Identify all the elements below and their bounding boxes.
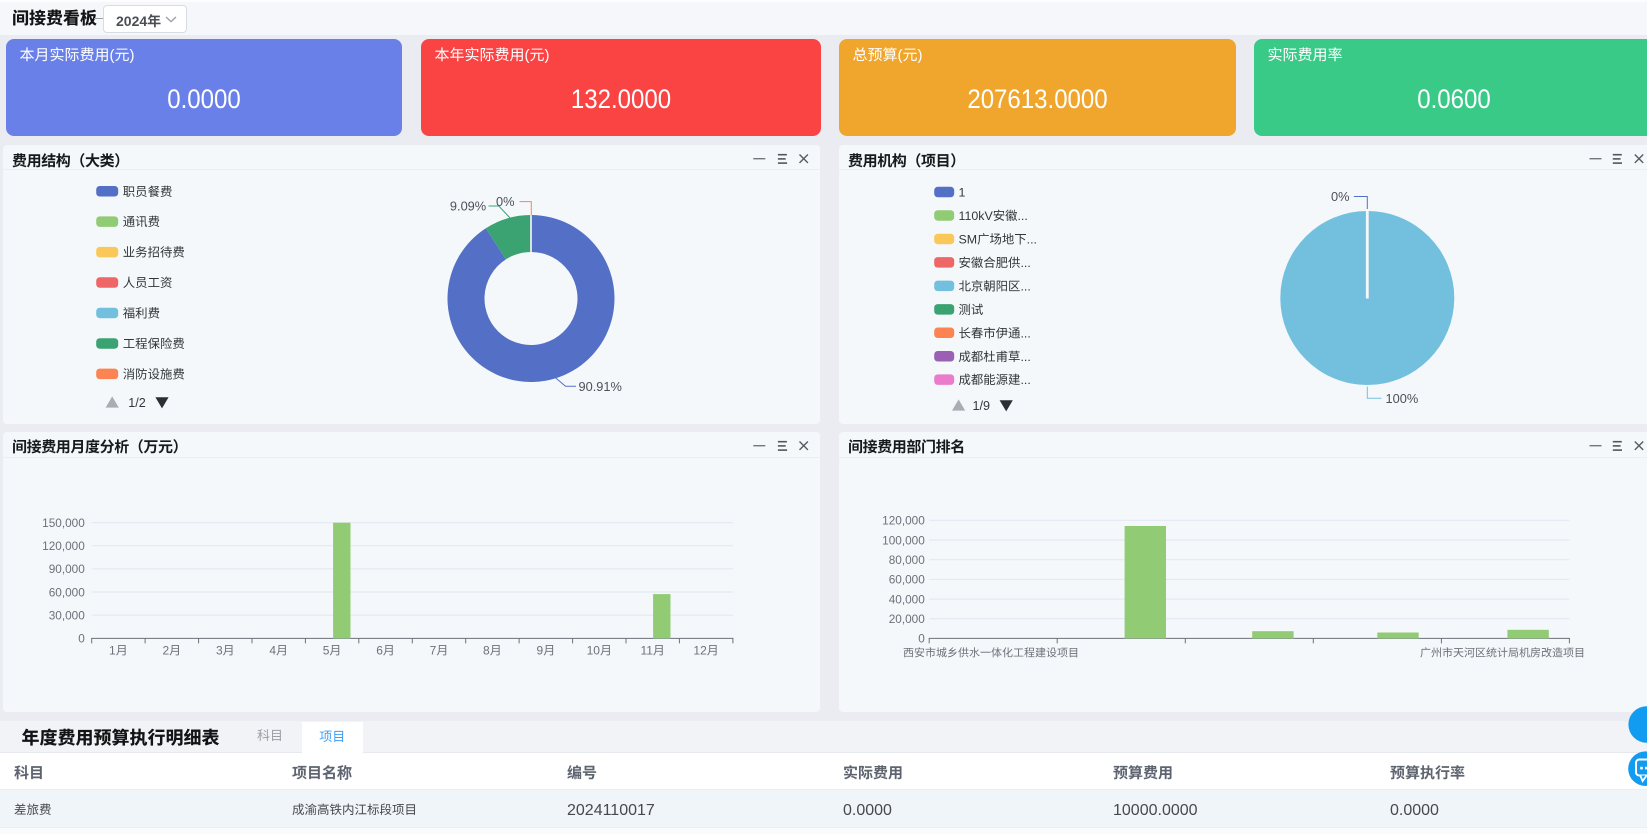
svg-text:110kV安徽...: 110kV安徽... (959, 209, 1028, 223)
svg-text:5月: 5月 (323, 644, 342, 658)
svg-text:成都能源建...: 成都能源建... (959, 373, 1031, 387)
svg-text:0: 0 (918, 632, 925, 646)
svg-text:9月: 9月 (537, 644, 556, 658)
svg-text:100,000: 100,000 (882, 533, 925, 547)
svg-text:职员餐费: 职员餐费 (123, 185, 173, 199)
svg-text:北京朝阳区...: 北京朝阳区... (959, 279, 1031, 293)
svg-text:12月: 12月 (693, 644, 718, 658)
svg-text:1/2: 1/2 (128, 396, 146, 410)
svg-text:40,000: 40,000 (889, 592, 926, 606)
svg-text:6月: 6月 (376, 644, 395, 658)
svg-text:广州市天河区统计局机房改造项目: 广州市天河区统计局机房改造项目 (1420, 647, 1585, 660)
svg-text:60,000: 60,000 (49, 585, 86, 599)
svg-text:工程保险费: 工程保险费 (123, 337, 185, 351)
svg-text:100%: 100% (1386, 391, 1419, 406)
svg-text:1: 1 (959, 186, 966, 200)
svg-text:西安市城乡供水一体化工程建设项目: 西安市城乡供水一体化工程建设项目 (903, 647, 1079, 660)
svg-text:4月: 4月 (269, 644, 288, 658)
svg-text:150,000: 150,000 (42, 516, 85, 530)
svg-text:80,000: 80,000 (889, 553, 926, 567)
svg-text:11月: 11月 (640, 644, 664, 658)
svg-text:0%: 0% (1331, 189, 1350, 204)
svg-text:人员工资: 人员工资 (123, 276, 173, 290)
svg-text:8月: 8月 (483, 644, 502, 658)
svg-text:7月: 7月 (430, 644, 449, 658)
svg-text:福利费: 福利费 (123, 307, 160, 321)
svg-text:3月: 3月 (216, 644, 235, 658)
svg-text:通讯费: 通讯费 (123, 215, 160, 229)
svg-text:60,000: 60,000 (889, 573, 926, 587)
svg-text:120,000: 120,000 (42, 539, 85, 553)
svg-text:长春市伊通...: 长春市伊通... (959, 326, 1031, 340)
svg-text:90,000: 90,000 (49, 562, 86, 576)
svg-text:120,000: 120,000 (882, 514, 925, 528)
svg-text:消防设施费: 消防设施费 (123, 367, 185, 381)
svg-text:安徽合肥供...: 安徽合肥供... (959, 256, 1031, 270)
svg-text:成都杜甫草...: 成都杜甫草... (959, 350, 1031, 364)
svg-text:30,000: 30,000 (49, 608, 86, 622)
svg-text:0%: 0% (496, 194, 515, 209)
svg-text:9.09%: 9.09% (450, 199, 486, 214)
svg-text:1月: 1月 (109, 644, 128, 658)
svg-text:90.91%: 90.91% (579, 379, 622, 394)
svg-text:0: 0 (78, 632, 85, 646)
svg-text:1/9: 1/9 (973, 399, 991, 413)
svg-text:业务招待费: 业务招待费 (123, 246, 185, 260)
svg-text:SM广场地下...: SM广场地下... (959, 233, 1037, 247)
svg-text:20,000: 20,000 (889, 612, 926, 626)
svg-text:10月: 10月 (587, 644, 612, 658)
svg-text:2月: 2月 (162, 644, 181, 658)
svg-text:测试: 测试 (959, 303, 984, 317)
